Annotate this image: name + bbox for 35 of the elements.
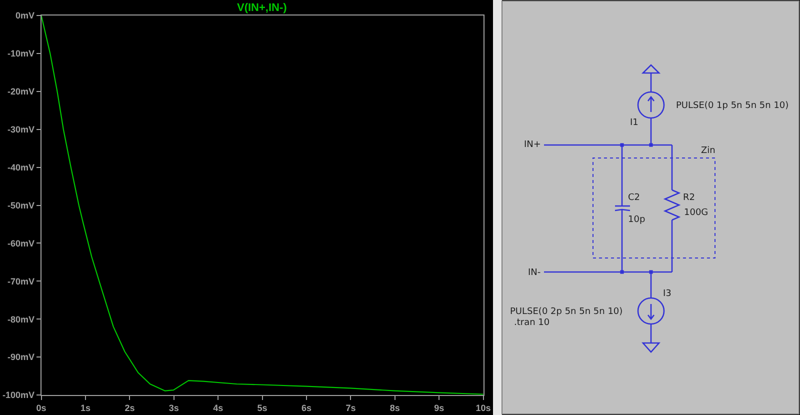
y-tick-label: -10mV: [7, 48, 34, 59]
text: 10p: [628, 215, 646, 225]
text: I3: [663, 289, 672, 299]
x-tick-label: 4s: [213, 402, 224, 413]
y-tick-label: -80mV: [7, 314, 34, 324]
text: .tran 10: [514, 318, 550, 328]
y-tick-label: 0mV: [15, 10, 34, 21]
x-tick-label: 0s: [36, 402, 46, 413]
x-tick-label: 3s: [168, 402, 179, 413]
text: R2: [683, 193, 695, 203]
y-tick-label: -100mV: [2, 390, 34, 400]
x-tick-label: 8s: [390, 402, 400, 413]
x-tick-label: 7s: [346, 402, 356, 413]
y-tick-label: -60mV: [7, 238, 34, 248]
text: I1: [630, 118, 638, 128]
y-tick-label: -70mV: [7, 276, 34, 286]
text: V(IN+,IN-): [237, 2, 288, 14]
x-tick-label: 10s: [476, 402, 491, 413]
y-tick-label: -20mV: [7, 86, 34, 97]
text: IN-: [528, 268, 541, 278]
text: 100G: [684, 208, 708, 218]
text: C2: [628, 193, 640, 203]
y-tick-label: -90mV: [7, 352, 34, 362]
x-tick-label: 5s: [257, 402, 268, 413]
text: PULSE(0 1p 5n 5n 5n 10): [676, 101, 789, 111]
y-tick-label: -50mV: [7, 200, 34, 210]
x-tick-label: 1s: [80, 402, 91, 413]
text: PULSE(0 2p 5n 5n 5n 10): [510, 307, 623, 317]
y-tick-label: -30mV: [7, 124, 34, 134]
y-tick-label: -40mV: [7, 162, 34, 172]
x-tick-label: 2s: [124, 402, 135, 413]
text: Zin: [701, 146, 716, 156]
x-tick-label: 6s: [301, 402, 312, 413]
x-tick-label: 9s: [434, 402, 444, 413]
text: IN+: [524, 140, 541, 150]
